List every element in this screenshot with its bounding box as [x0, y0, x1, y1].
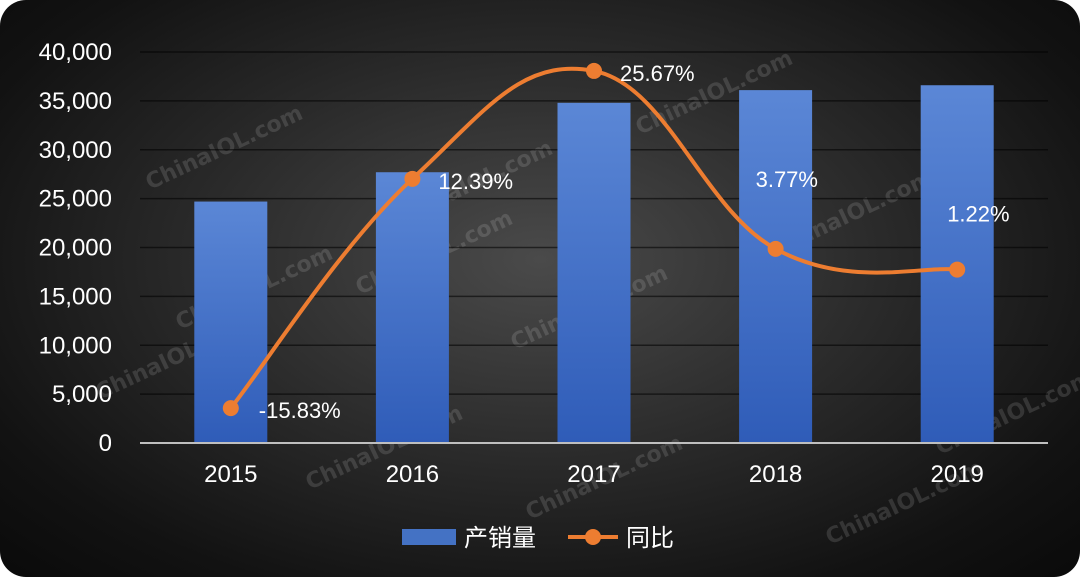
- y-tick-label: 5,000: [52, 381, 112, 408]
- y-tick-label: 30,000: [39, 137, 112, 164]
- y-tick-label: 20,000: [39, 235, 112, 262]
- line-data-label: 25.67%: [620, 61, 695, 86]
- bar: [739, 90, 813, 443]
- line-point: [586, 62, 602, 79]
- line-point: [222, 400, 239, 417]
- line-point: [949, 261, 966, 278]
- y-tick-label: 25,000: [39, 186, 112, 213]
- line-data-label: -15.83%: [259, 398, 341, 423]
- legend-bar-swatch: [402, 529, 456, 545]
- y-tick-label: 40,000: [39, 39, 112, 66]
- x-axis: 2015 2016 2017 2018 2019: [140, 442, 1048, 488]
- x-tick-label: 2016: [386, 461, 439, 488]
- y-tick-label: 10,000: [39, 332, 112, 359]
- bar: [375, 172, 449, 444]
- watermark-text: ChinaIOL.com: [142, 101, 307, 196]
- x-tick-label: 2018: [749, 461, 802, 488]
- y-tick-label: 35,000: [39, 88, 112, 115]
- line-data-label: 12.39%: [438, 169, 513, 194]
- line-point: [767, 240, 784, 257]
- line-data-label: 3.77%: [756, 167, 818, 192]
- line-series: -15.83% 12.39% 25.67% 3.77% 1.22%: [222, 61, 1010, 423]
- legend: 产销量 同比: [402, 524, 674, 552]
- line-point: [404, 170, 421, 187]
- x-tick-label: 2019: [931, 461, 984, 488]
- bar: [557, 102, 631, 443]
- y-tick-label: 15,000: [39, 283, 112, 310]
- legend-label: 产销量: [464, 524, 536, 552]
- legend-line-marker: [585, 529, 601, 545]
- x-tick-label: 2015: [204, 461, 257, 488]
- x-tick-label: 2017: [567, 461, 620, 488]
- line-data-label: 1.22%: [947, 202, 1009, 227]
- y-axis: 40,000 35,000 30,000 25,000 20,000 15,000 10,0…: [39, 39, 112, 457]
- legend-label: 同比: [626, 524, 674, 552]
- y-tick-label: 0: [99, 430, 112, 457]
